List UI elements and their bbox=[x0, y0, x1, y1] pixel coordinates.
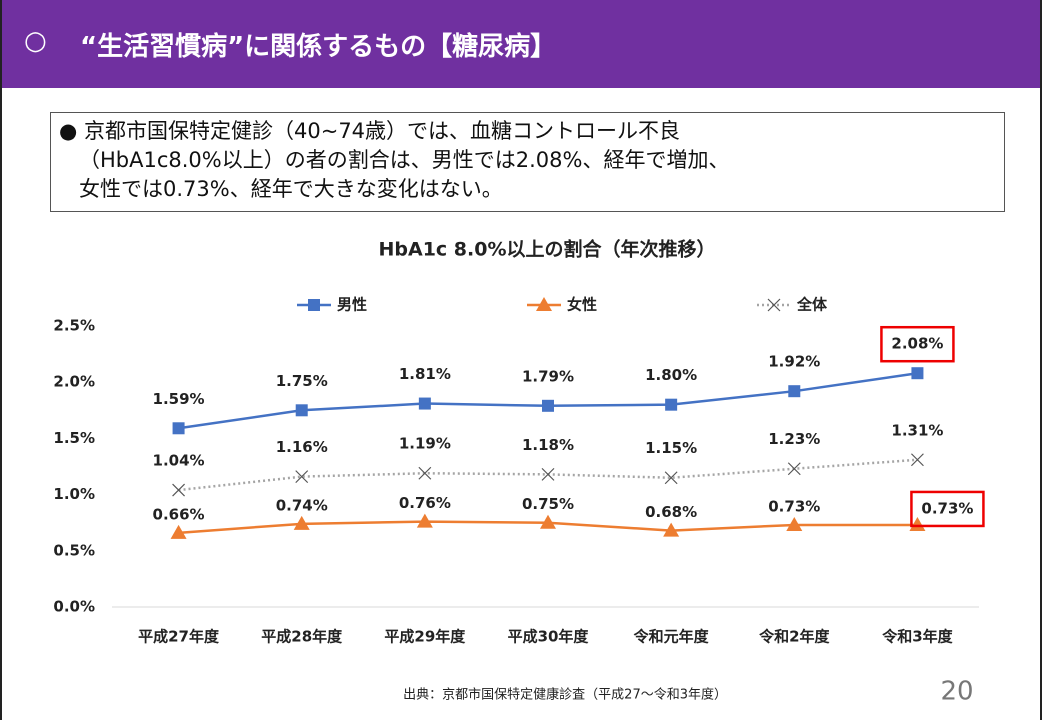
y-tick-label: 2.0% bbox=[53, 373, 95, 391]
x-tick-label: 令和3年度 bbox=[882, 628, 953, 646]
x-tick-label: 平成29年度 bbox=[384, 628, 466, 646]
summary-line: ● 京都市国保特定健診（40~74歳）では、血糖コントロール不良 bbox=[59, 119, 681, 143]
legend-label: 男性 bbox=[337, 296, 367, 314]
marker bbox=[788, 385, 801, 398]
y-tick-label: 2.5% bbox=[53, 317, 95, 335]
data-label: 1.18% bbox=[522, 436, 574, 454]
data-label: 1.23% bbox=[768, 430, 820, 448]
marker bbox=[911, 453, 924, 467]
marker bbox=[295, 470, 309, 484]
marker bbox=[170, 524, 187, 539]
data-label: 1.59% bbox=[153, 390, 205, 408]
y-tick-label: 1.5% bbox=[53, 429, 95, 447]
x-tick-label: 令和元年度 bbox=[634, 628, 710, 646]
data-label: 1.19% bbox=[399, 435, 451, 453]
legend-marker bbox=[767, 298, 781, 312]
legend-marker bbox=[536, 297, 552, 311]
y-tick-label: 1.0% bbox=[53, 485, 95, 503]
y-tick-label: 0.0% bbox=[53, 598, 95, 616]
chart-title: HbA1c 8.0%以上の割合（年次推移） bbox=[378, 238, 715, 261]
marker bbox=[295, 404, 308, 417]
marker bbox=[541, 467, 555, 481]
x-tick-label: 令和2年度 bbox=[759, 628, 830, 646]
data-label: 0.73% bbox=[768, 497, 820, 515]
data-label: 1.75% bbox=[276, 372, 328, 390]
data-label: 1.16% bbox=[276, 438, 328, 456]
source: 出典：京都市国保特定健康診査（平成27～令和3年度） bbox=[403, 687, 727, 703]
data-label: 1.31% bbox=[891, 421, 943, 439]
header-marker: ○ bbox=[24, 26, 47, 56]
header-title: “生活習慣病”に関係するもの【糖尿病】 bbox=[80, 32, 557, 62]
marker bbox=[418, 466, 432, 480]
summary-line: （HbA1c8.0%以上）の者の割合は、男性では2.08%、経年で増加、 bbox=[79, 148, 730, 172]
marker bbox=[172, 483, 185, 497]
x-tick-label: 平成28年度 bbox=[261, 628, 343, 646]
data-label: 0.76% bbox=[399, 494, 451, 512]
marker bbox=[172, 422, 185, 435]
data-label: 1.15% bbox=[645, 439, 697, 457]
legend-marker bbox=[308, 299, 320, 311]
data-label: 0.74% bbox=[276, 496, 328, 514]
data-label: 1.04% bbox=[153, 452, 205, 470]
data-label: 0.66% bbox=[153, 505, 205, 523]
data-label: 0.73% bbox=[921, 499, 973, 517]
marker bbox=[293, 515, 310, 530]
page-number: 20 bbox=[940, 677, 973, 707]
marker bbox=[540, 514, 556, 529]
highlight-box bbox=[880, 325, 955, 363]
y-tick-label: 0.5% bbox=[53, 541, 95, 559]
data-label: 1.92% bbox=[768, 353, 820, 371]
summary-box: ● 京都市国保特定健診（40~74歳）では、血糖コントロール不良 （HbA1c8… bbox=[50, 112, 1005, 212]
marker bbox=[418, 397, 431, 410]
marker bbox=[787, 462, 801, 476]
marker bbox=[911, 367, 924, 380]
legend-label: 女性 bbox=[567, 296, 597, 314]
marker bbox=[786, 516, 803, 531]
x-tick-label: 平成30年度 bbox=[508, 628, 590, 646]
marker bbox=[663, 522, 680, 537]
marker bbox=[665, 398, 678, 411]
marker bbox=[542, 399, 554, 412]
legend-label: 全体 bbox=[796, 296, 828, 314]
highlight-box bbox=[910, 490, 985, 528]
data-label: 0.68% bbox=[645, 503, 697, 521]
data-label: 1.80% bbox=[645, 366, 697, 384]
marker bbox=[416, 513, 433, 528]
x-tick-label: 平成27年度 bbox=[138, 628, 220, 646]
data-label: 1.79% bbox=[522, 367, 574, 385]
data-label: 2.08% bbox=[891, 335, 943, 353]
marker bbox=[664, 471, 678, 485]
data-label: 1.81% bbox=[399, 365, 451, 383]
data-label: 0.75% bbox=[522, 495, 574, 513]
summary-line: 女性では0.73%、経年で大きな変化はない。 bbox=[79, 177, 503, 201]
header: ○ “生活習慣病”に関係するもの【糖尿病】 bbox=[2, 0, 1040, 88]
marker bbox=[909, 516, 926, 531]
